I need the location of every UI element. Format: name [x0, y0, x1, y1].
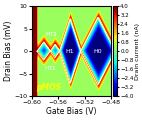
Text: H1: H1: [66, 49, 74, 54]
Y-axis label: Drain Bias (mV): Drain Bias (mV): [4, 21, 13, 81]
Y-axis label: Drain current (nA): Drain current (nA): [135, 23, 140, 80]
Text: HT2: HT2: [46, 32, 57, 37]
Text: pMOS: pMOS: [36, 83, 61, 92]
X-axis label: Gate Bias (V): Gate Bias (V): [46, 107, 97, 116]
Text: H0: H0: [93, 49, 102, 54]
Text: HT1: HT1: [44, 66, 56, 71]
